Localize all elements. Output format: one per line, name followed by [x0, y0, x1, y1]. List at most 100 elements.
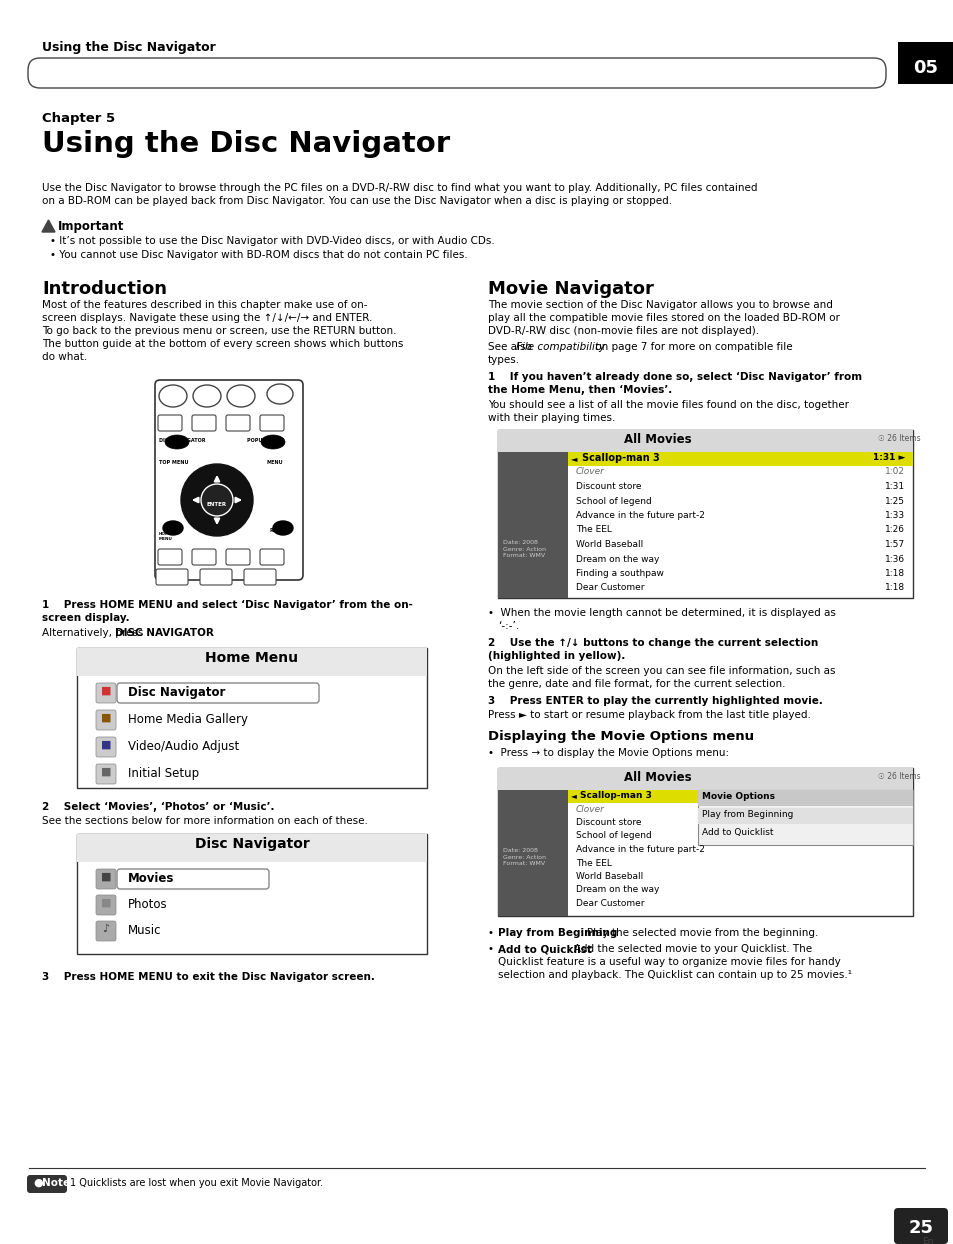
Text: on page 7 for more on compatible file: on page 7 for more on compatible file: [591, 342, 791, 352]
Text: Important: Important: [58, 220, 124, 233]
Text: the Home Menu, then ‘Movies’.: the Home Menu, then ‘Movies’.: [488, 384, 672, 396]
Bar: [567, 452, 912, 466]
Ellipse shape: [267, 384, 293, 404]
Text: ■: ■: [101, 713, 112, 723]
FancyBboxPatch shape: [154, 379, 303, 580]
Text: : Play the selected movie from the beginning.: : Play the selected movie from the begin…: [579, 928, 818, 938]
Bar: [77, 833, 427, 862]
Text: Music: Music: [128, 924, 161, 937]
Text: Add to Quicklist: Add to Quicklist: [701, 829, 773, 837]
Text: selection and playback. The Quicklist can contain up to 25 movies.¹: selection and playback. The Quicklist ca…: [497, 970, 851, 980]
Circle shape: [181, 464, 253, 536]
FancyBboxPatch shape: [893, 1208, 947, 1244]
Ellipse shape: [193, 384, 221, 407]
Text: Disc Navigator: Disc Navigator: [128, 685, 225, 699]
Text: MENU: MENU: [267, 460, 283, 465]
Text: •  Press → to display the Movie Options menu:: • Press → to display the Movie Options m…: [488, 748, 728, 758]
Bar: [497, 452, 567, 598]
FancyBboxPatch shape: [192, 549, 215, 565]
Text: 1:31: 1:31: [884, 481, 904, 491]
Text: Movie Options: Movie Options: [701, 792, 774, 801]
Text: World Baseball: World Baseball: [576, 540, 642, 549]
Text: ●: ●: [33, 1178, 43, 1188]
FancyBboxPatch shape: [117, 683, 318, 703]
Text: Using the Disc Navigator: Using the Disc Navigator: [42, 131, 450, 158]
Text: •: •: [488, 944, 500, 954]
Text: All Movies: All Movies: [623, 771, 691, 784]
FancyBboxPatch shape: [200, 569, 232, 585]
FancyBboxPatch shape: [192, 415, 215, 430]
Text: 2    Select ‘Movies’, ‘Photos’ or ‘Music’.: 2 Select ‘Movies’, ‘Photos’ or ‘Music’.: [42, 802, 274, 812]
Text: World Baseball: World Baseball: [576, 872, 642, 881]
Text: Most of the features described in this chapter make use of on-: Most of the features described in this c…: [42, 300, 367, 310]
Text: 05: 05: [913, 58, 938, 77]
Text: 1:26: 1:26: [884, 525, 904, 535]
Bar: [77, 648, 427, 787]
Text: 1:18: 1:18: [884, 583, 904, 592]
Polygon shape: [42, 220, 55, 231]
FancyBboxPatch shape: [244, 569, 275, 585]
Text: En: En: [922, 1237, 933, 1244]
Ellipse shape: [261, 435, 285, 449]
Text: School of legend: School of legend: [576, 831, 651, 841]
Text: See also: See also: [488, 342, 535, 352]
Bar: [698, 790, 912, 806]
Bar: [698, 790, 912, 845]
Text: Discount store: Discount store: [576, 819, 640, 827]
FancyBboxPatch shape: [226, 415, 250, 430]
Text: •  When the movie length cannot be determined, it is displayed as: • When the movie length cannot be determ…: [488, 608, 835, 618]
Text: Finding a southpaw: Finding a southpaw: [576, 569, 663, 578]
Text: DVD-R/-RW disc (non-movie files are not displayed).: DVD-R/-RW disc (non-movie files are not …: [488, 326, 759, 336]
Text: To go back to the previous menu or screen, use the RETURN button.: To go back to the previous menu or scree…: [42, 326, 396, 336]
Bar: [497, 768, 912, 916]
FancyBboxPatch shape: [158, 415, 182, 430]
Text: See the sections below for more information on each of these.: See the sections below for more informat…: [42, 816, 368, 826]
FancyBboxPatch shape: [117, 870, 269, 889]
Text: ■: ■: [101, 872, 112, 882]
Text: The movie section of the Disc Navigator allows you to browse and: The movie section of the Disc Navigator …: [488, 300, 832, 310]
Text: The EEL: The EEL: [576, 858, 611, 867]
Text: ◄: ◄: [571, 454, 577, 463]
Text: 1    Press HOME MENU and select ‘Disc Navigator’ from the on-: 1 Press HOME MENU and select ‘Disc Navig…: [42, 600, 413, 610]
Text: Scallop-man 3: Scallop-man 3: [579, 791, 651, 800]
Text: Home Menu: Home Menu: [205, 651, 298, 666]
Text: : Add the selected movie to your Quicklist. The: : Add the selected movie to your Quickli…: [566, 944, 811, 954]
Text: Dear Customer: Dear Customer: [576, 899, 644, 908]
Bar: [497, 768, 912, 790]
Ellipse shape: [159, 384, 187, 407]
Text: Displaying the Movie Options menu: Displaying the Movie Options menu: [488, 730, 753, 743]
Text: ENTER: ENTER: [207, 503, 227, 508]
Text: RETURN: RETURN: [270, 527, 293, 532]
Text: Quicklist feature is a useful way to organize movie files for handy: Quicklist feature is a useful way to org…: [497, 957, 840, 967]
Text: Discount store: Discount store: [576, 481, 640, 491]
Text: 1:25: 1:25: [884, 496, 904, 505]
Bar: [77, 648, 427, 675]
Bar: [77, 833, 427, 954]
Text: DISC NAVIGATOR: DISC NAVIGATOR: [159, 438, 205, 443]
Text: DISC NAVIGATOR: DISC NAVIGATOR: [115, 628, 213, 638]
Text: Movies: Movies: [128, 872, 174, 884]
Text: the genre, date and file format, for the current selection.: the genre, date and file format, for the…: [488, 679, 784, 689]
Text: Play from Beginning: Play from Beginning: [701, 810, 793, 819]
FancyBboxPatch shape: [260, 415, 284, 430]
Text: Play from Beginning: Play from Beginning: [497, 928, 617, 938]
Text: 2    Use the ↑/↓ buttons to change the current selection: 2 Use the ↑/↓ buttons to change the curr…: [488, 638, 818, 648]
Bar: [497, 430, 912, 598]
Text: Scallop-man 3: Scallop-man 3: [581, 453, 659, 463]
Text: The EEL: The EEL: [576, 525, 611, 535]
Text: ♪: ♪: [102, 924, 110, 934]
Text: (highlighted in yellow).: (highlighted in yellow).: [488, 651, 625, 661]
Bar: [497, 430, 912, 452]
Text: on a BD-ROM can be played back from Disc Navigator. You can use the Disc Navigat: on a BD-ROM can be played back from Disc…: [42, 197, 672, 207]
Text: School of legend: School of legend: [576, 496, 651, 505]
Text: Clover: Clover: [576, 805, 604, 814]
FancyBboxPatch shape: [226, 549, 250, 565]
Text: types.: types.: [488, 355, 519, 364]
Text: ■: ■: [101, 898, 112, 908]
Circle shape: [201, 484, 233, 516]
Text: Use the Disc Navigator to browse through the PC files on a DVD-R/-RW disc to fin: Use the Disc Navigator to browse through…: [42, 183, 757, 193]
FancyBboxPatch shape: [96, 710, 116, 730]
Text: You should see a list of all the movie files found on the disc, together: You should see a list of all the movie f…: [488, 401, 848, 411]
Text: screen displays. Navigate these using the ↑/↓/←/→ and ENTER.: screen displays. Navigate these using th…: [42, 313, 372, 323]
FancyBboxPatch shape: [96, 736, 116, 758]
